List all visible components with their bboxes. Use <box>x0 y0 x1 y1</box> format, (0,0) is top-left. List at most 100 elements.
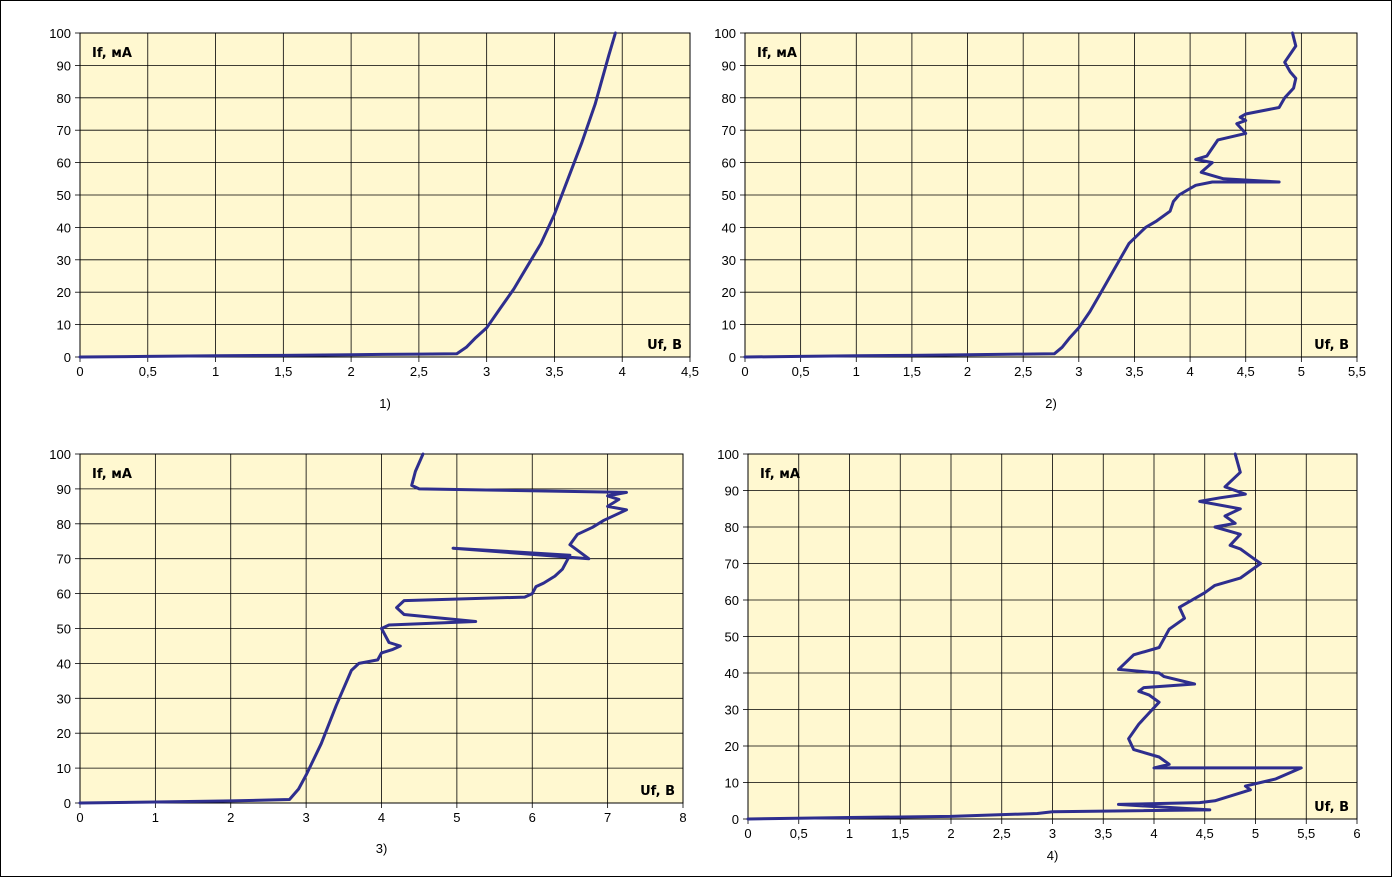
y-tick-label: 30 <box>722 253 736 268</box>
x-tick-label: 4 <box>1150 826 1157 841</box>
x-tick-label: 4,5 <box>1237 364 1255 379</box>
x-tick-label: 2,5 <box>410 364 428 379</box>
chart-caption: 4) <box>1047 848 1059 863</box>
y-tick-label: 80 <box>725 520 739 535</box>
x-tick-label: 4,5 <box>1196 826 1214 841</box>
x-axis-label: Uf, B <box>1314 800 1349 815</box>
x-tick-label: 5,5 <box>1297 826 1315 841</box>
chart-4: 0 0,5 1 1,5 2 2,5 3 3,5 4 4,5 5 5,5 6010203040506070… <box>717 447 1360 863</box>
y-tick-label: 10 <box>57 761 71 776</box>
y-tick-label: 80 <box>57 517 71 532</box>
y-tick-label: 30 <box>725 703 739 718</box>
x-tick-label: 3 <box>1075 364 1082 379</box>
y-tick-label: 90 <box>57 58 71 73</box>
y-tick-label: 40 <box>722 220 736 235</box>
y-axis-label: If, мА <box>92 467 132 482</box>
series-line <box>78 31 617 359</box>
x-tick-label: 2 <box>964 364 971 379</box>
x-tick-label: 1 <box>212 364 219 379</box>
x-tick-label: 3,5 <box>545 364 563 379</box>
x-tick-label: 3 <box>303 810 310 825</box>
x-tick-label: 4,5 <box>681 364 699 379</box>
y-tick-label: 30 <box>57 691 71 706</box>
y-tick-label: 20 <box>57 285 71 300</box>
x-tick-label: 3 <box>483 364 490 379</box>
x-tick-label: 1 <box>152 810 159 825</box>
chart-2: 0 0,5 1 1,5 2 2,5 3 3,5 4 4,5 5 5,5 0 10 20 30 40 50 60 70 8… <box>714 26 1366 411</box>
x-tick-label: 2,5 <box>993 826 1011 841</box>
x-tick-label: 3 <box>1049 826 1056 841</box>
y-tick-label: 100 <box>49 447 71 462</box>
x-tick-label: 5 <box>453 810 460 825</box>
y-tick-label: 50 <box>57 188 71 203</box>
y-tick-label: 0 <box>729 350 736 365</box>
chart-1: 0 0,5 1 1,5 2 2,5 3 3,5 4 4,5 0 10 20 30 40 50 60 70 80 90 1… <box>49 26 699 411</box>
x-axis-label: Uf, B <box>640 784 675 799</box>
x-tick-label: 6 <box>1353 826 1360 841</box>
x-tick-label: 2 <box>347 364 354 379</box>
x-tick-label: 5 <box>1252 826 1259 841</box>
x-axis-label: Uf, B <box>1314 338 1349 353</box>
x-tick-label: 0,5 <box>790 826 808 841</box>
x-tick-label: 5 <box>1298 364 1305 379</box>
y-tick-label: 0 <box>732 812 739 827</box>
x-tick-label: 3,5 <box>1094 826 1112 841</box>
y-tick-label: 90 <box>722 58 736 73</box>
y-tick-label: 70 <box>722 123 736 138</box>
y-tick-label: 80 <box>722 91 736 106</box>
x-tick-label: 2 <box>227 810 234 825</box>
y-tick-label: 70 <box>725 557 739 572</box>
y-tick-label: 10 <box>722 318 736 333</box>
x-tick-label: 4 <box>378 810 385 825</box>
y-tick-label: 50 <box>725 630 739 645</box>
x-tick-label: 2 <box>947 826 954 841</box>
y-tick-label: 60 <box>57 587 71 602</box>
y-tick-label: 80 <box>57 91 71 106</box>
y-tick-label: 20 <box>725 739 739 754</box>
y-tick-label: 90 <box>725 484 739 499</box>
x-tick-label: 1 <box>853 364 860 379</box>
x-tick-label: 1,5 <box>274 364 292 379</box>
y-tick-label: 50 <box>722 188 736 203</box>
y-tick-label: 100 <box>49 26 71 41</box>
y-tick-label: 60 <box>722 156 736 171</box>
y-axis-label: If, мА <box>92 46 132 61</box>
x-tick-label: 0 <box>741 364 748 379</box>
y-tick-label: 20 <box>722 285 736 300</box>
y-tick-label: 40 <box>57 656 71 671</box>
x-tick-label: 0,5 <box>792 364 810 379</box>
y-tick-label: 10 <box>725 776 739 791</box>
y-axis-label: If, мА <box>760 467 800 482</box>
x-tick-label: 3,5 <box>1125 364 1143 379</box>
x-tick-label: 0 <box>76 364 83 379</box>
y-tick-label: 60 <box>57 156 71 171</box>
y-tick-label: 20 <box>57 726 71 741</box>
y-tick-label: 10 <box>57 318 71 333</box>
x-tick-label: 4 <box>1186 364 1193 379</box>
y-tick-label: 70 <box>57 123 71 138</box>
x-tick-label: 4 <box>619 364 626 379</box>
x-axis-label: Uf, B <box>647 338 682 353</box>
x-tick-label: 1,5 <box>903 364 921 379</box>
y-tick-label: 40 <box>57 220 71 235</box>
series-line <box>746 452 1303 821</box>
x-tick-label: 0 <box>76 810 83 825</box>
y-tick-label: 70 <box>57 552 71 567</box>
y-tick-label: 0 <box>64 796 71 811</box>
y-tick-label: 90 <box>57 482 71 497</box>
y-tick-label: 60 <box>725 593 739 608</box>
y-tick-label: 0 <box>64 350 71 365</box>
y-tick-label: 100 <box>714 26 736 41</box>
x-tick-label: 0 <box>744 826 751 841</box>
y-axis-label: If, мА <box>757 46 797 61</box>
y-tick-label: 40 <box>725 666 739 681</box>
y-tick-label: 50 <box>57 622 71 637</box>
chart-caption: 1) <box>379 396 391 411</box>
x-tick-label: 6 <box>529 810 536 825</box>
y-tick-label: 100 <box>717 447 739 462</box>
series-line <box>743 31 1298 359</box>
series-line <box>78 452 628 805</box>
chart-caption: 2) <box>1045 396 1057 411</box>
